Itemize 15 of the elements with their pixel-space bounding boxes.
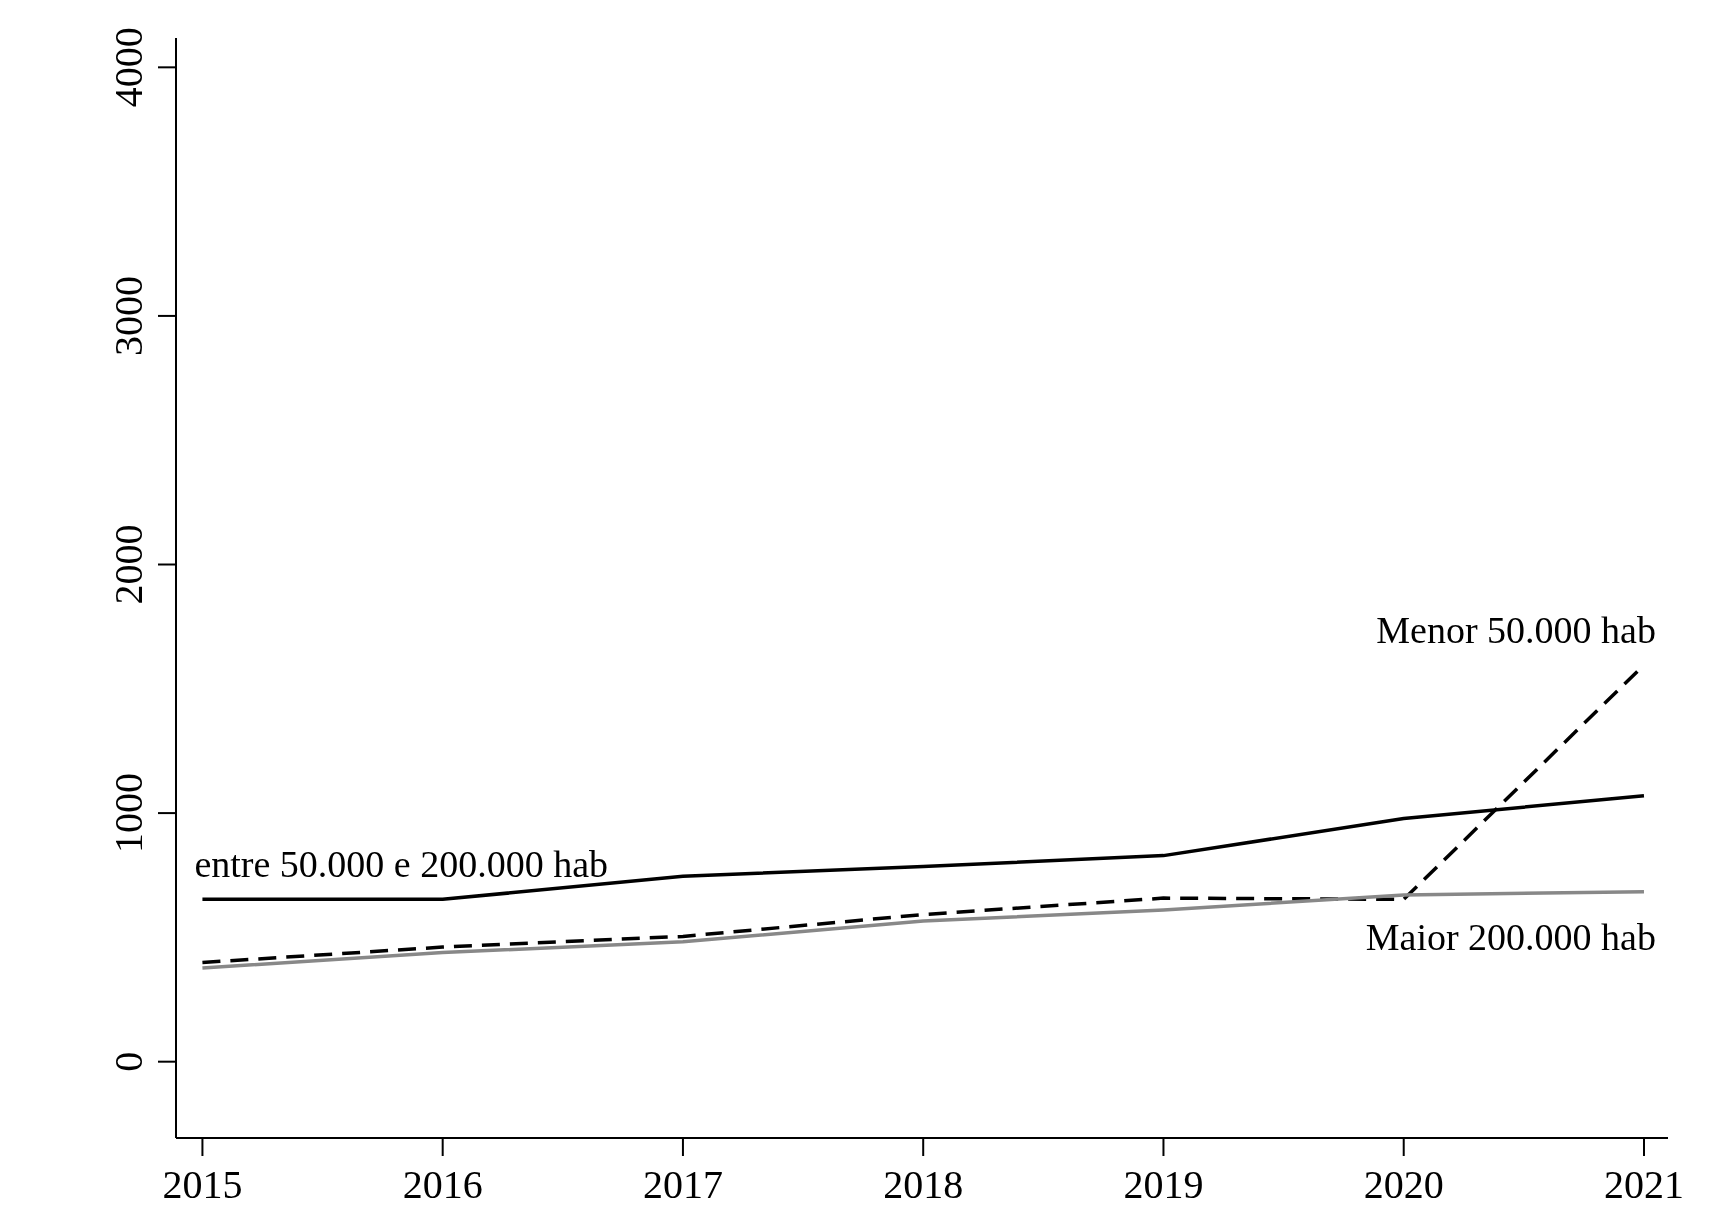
annotation: entre 50.000 e 200.000 hab — [194, 843, 609, 886]
y-tick-label: 1000 — [106, 773, 151, 854]
y-tick-label: 4000 — [106, 27, 151, 108]
x-tick-label: 2021 — [1603, 1162, 1684, 1207]
y-tick-label: 2000 — [106, 524, 151, 605]
annotation: Maior 200.000 hab — [1365, 915, 1656, 958]
x-tick-label: 2016 — [402, 1162, 483, 1207]
x-tick-label: 2018 — [883, 1162, 964, 1207]
x-tick-label: 2015 — [162, 1162, 243, 1207]
annotation: Menor 50.000 hab — [1376, 608, 1656, 651]
x-tick-label: 2019 — [1123, 1162, 1204, 1207]
x-tick-label: 2017 — [642, 1162, 723, 1207]
y-tick-label: 0 — [106, 1051, 151, 1072]
x-tick-label: 2020 — [1363, 1162, 1444, 1207]
y-tick-label: 3000 — [106, 275, 151, 356]
